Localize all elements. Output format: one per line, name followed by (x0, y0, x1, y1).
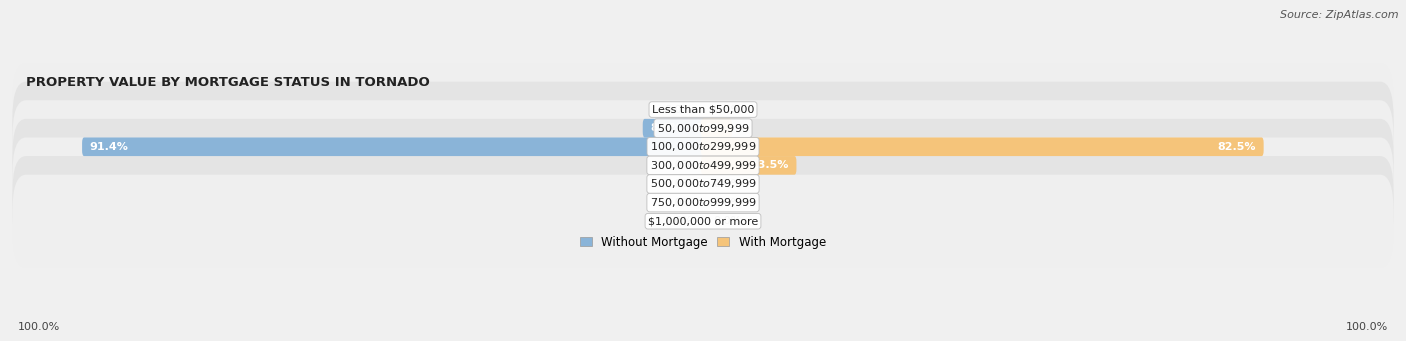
FancyBboxPatch shape (643, 119, 704, 137)
FancyBboxPatch shape (13, 119, 1393, 212)
Text: 100.0%: 100.0% (18, 322, 60, 332)
Text: Source: ZipAtlas.com: Source: ZipAtlas.com (1281, 10, 1399, 20)
FancyBboxPatch shape (13, 81, 1393, 175)
Text: 13.5%: 13.5% (751, 160, 789, 170)
Text: $750,000 to $999,999: $750,000 to $999,999 (650, 196, 756, 209)
Text: $300,000 to $499,999: $300,000 to $499,999 (650, 159, 756, 172)
Text: 8.6%: 8.6% (650, 123, 681, 133)
Text: PROPERTY VALUE BY MORTGAGE STATUS IN TORNADO: PROPERTY VALUE BY MORTGAGE STATUS IN TOR… (25, 76, 430, 89)
Text: 0.0%: 0.0% (713, 179, 741, 189)
FancyBboxPatch shape (13, 63, 1393, 156)
FancyBboxPatch shape (13, 137, 1393, 231)
Text: 0.0%: 0.0% (713, 197, 741, 208)
FancyBboxPatch shape (702, 119, 733, 137)
FancyBboxPatch shape (82, 137, 704, 156)
Text: 0.0%: 0.0% (713, 105, 741, 115)
Text: 0.0%: 0.0% (665, 105, 693, 115)
Text: $1,000,000 or more: $1,000,000 or more (648, 216, 758, 226)
Text: 0.0%: 0.0% (665, 216, 693, 226)
FancyBboxPatch shape (702, 156, 796, 175)
Text: $50,000 to $99,999: $50,000 to $99,999 (657, 122, 749, 135)
Text: $100,000 to $299,999: $100,000 to $299,999 (650, 140, 756, 153)
FancyBboxPatch shape (13, 156, 1393, 249)
Text: 100.0%: 100.0% (1346, 322, 1388, 332)
FancyBboxPatch shape (702, 137, 1264, 156)
FancyBboxPatch shape (13, 100, 1393, 193)
Legend: Without Mortgage, With Mortgage: Without Mortgage, With Mortgage (575, 231, 831, 253)
Text: 0.0%: 0.0% (665, 160, 693, 170)
Text: 0.0%: 0.0% (713, 216, 741, 226)
Text: 0.0%: 0.0% (665, 197, 693, 208)
FancyBboxPatch shape (13, 175, 1393, 268)
Text: 91.4%: 91.4% (90, 142, 128, 152)
Text: $500,000 to $749,999: $500,000 to $749,999 (650, 178, 756, 191)
Text: Less than $50,000: Less than $50,000 (652, 105, 754, 115)
Text: 4.0%: 4.0% (693, 123, 724, 133)
Text: 82.5%: 82.5% (1218, 142, 1256, 152)
Text: 0.0%: 0.0% (665, 179, 693, 189)
